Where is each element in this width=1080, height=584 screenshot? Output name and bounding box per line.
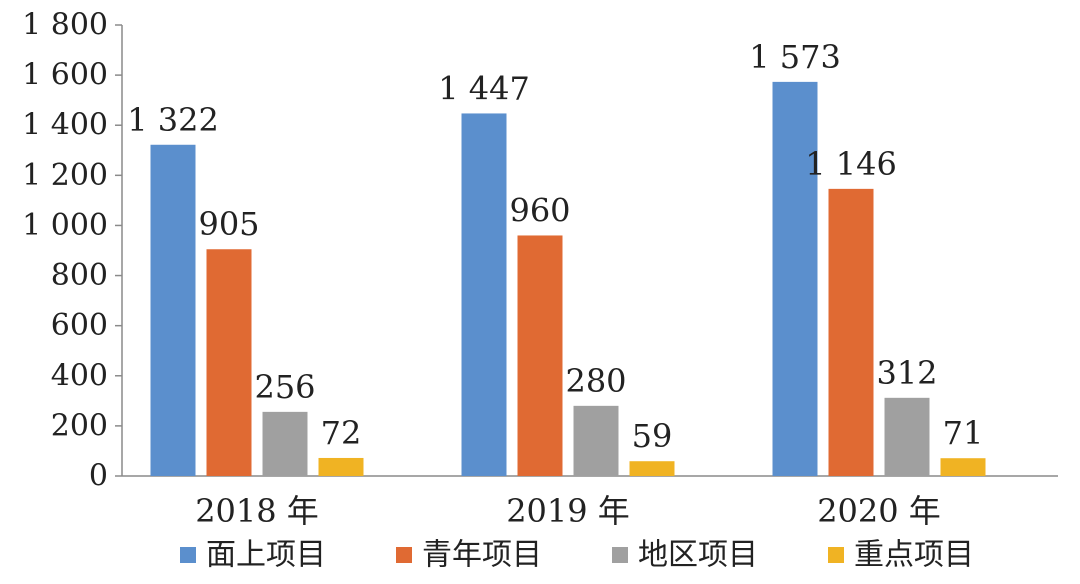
legend-swatch [396,547,412,563]
x-tick-label: 2020 年 [817,492,941,530]
bar [318,457,364,476]
legend-label: 重点项目 [854,538,974,573]
legend-swatch [828,547,844,563]
bar [884,397,930,476]
data-label: 280 [565,362,626,400]
y-tick-label: 1 600 [22,58,108,93]
bar [828,188,874,476]
bar [206,249,252,476]
data-label: 1 447 [438,69,530,107]
bar [629,461,675,476]
data-label: 960 [509,191,570,229]
legend-swatch [180,547,196,563]
x-tick-label: 2019 年 [506,492,630,530]
y-tick-label: 1 000 [22,208,108,243]
data-label: 905 [198,205,259,243]
y-tick-label: 600 [51,308,108,343]
y-tick-label: 1 800 [22,8,108,43]
data-label: 71 [943,414,984,452]
y-axis-ticks: 0 200 400 600 800 1 000 1 200 1 400 1 600 1 800 [22,8,122,494]
legend-item: 面上项目 [180,538,326,573]
legend: 面上项目 青年项目 地区项目 重点项目 [180,538,974,573]
y-tick-label: 200 [51,408,108,443]
bar [940,458,986,476]
data-label: 256 [254,368,315,406]
bar [461,113,507,477]
legend-label: 面上项目 [206,538,326,573]
y-tick-label: 1 200 [22,158,108,193]
legend-swatch [612,547,628,563]
bar [573,405,619,476]
data-label: 1 573 [749,38,841,76]
bar [150,144,196,476]
legend-item: 青年项目 [396,538,542,573]
legend-label: 青年项目 [422,538,542,573]
y-tick-label: 400 [51,358,108,393]
legend-item: 重点项目 [828,538,974,573]
x-axis-labels: 2018 年 2019 年 2020 年 [195,492,941,530]
legend-item: 地区项目 [612,538,758,573]
y-tick-label: 1 400 [22,108,108,143]
y-tick-label: 0 [89,459,108,494]
bar [262,411,308,476]
legend-label: 地区项目 [638,538,758,573]
data-label: 312 [876,354,937,392]
bar [772,81,818,477]
data-label: 1 146 [805,145,897,183]
y-tick-label: 800 [51,258,108,293]
x-tick-label: 2018 年 [195,492,319,530]
data-label: 72 [321,414,362,452]
data-label: 59 [632,417,673,455]
data-label: 1 322 [127,101,219,139]
bar [517,235,563,476]
